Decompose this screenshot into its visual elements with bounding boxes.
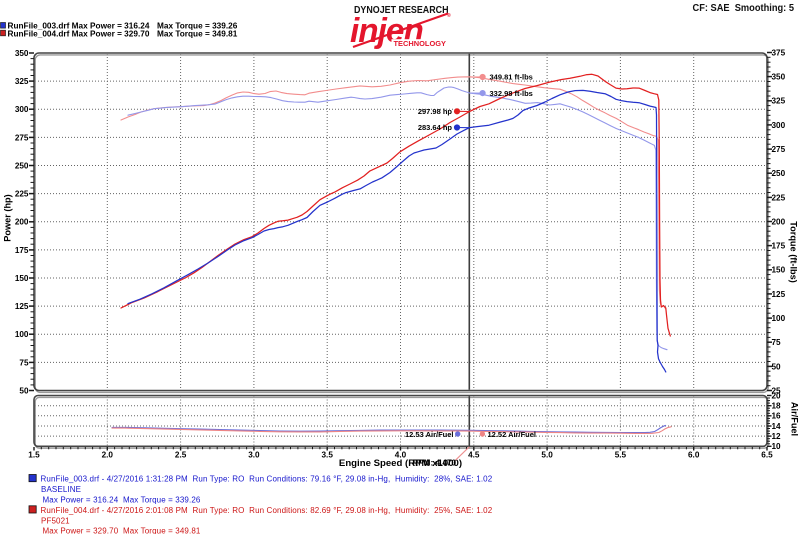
svg-text:Torque (ft-lbs): Torque (ft-lbs) [789, 221, 799, 283]
svg-text:16: 16 [772, 412, 782, 421]
svg-text:150: 150 [772, 266, 786, 275]
svg-text:175: 175 [15, 246, 29, 255]
svg-text:®: ® [447, 12, 451, 19]
svg-text:20: 20 [772, 391, 782, 400]
svg-text:3.0: 3.0 [248, 450, 260, 459]
svg-text:349.81 ft-lbs: 349.81 ft-lbs [490, 73, 533, 82]
svg-text:6.0: 6.0 [688, 450, 700, 459]
svg-text:200: 200 [772, 217, 786, 226]
svg-text:100: 100 [15, 330, 29, 339]
svg-text:300: 300 [15, 105, 29, 114]
svg-text:4.5: 4.5 [468, 450, 480, 459]
svg-text:RunFile_004.drf Max Power = 32: RunFile_004.drf Max Power = 329.70 [8, 29, 150, 38]
svg-text:375: 375 [772, 48, 786, 57]
svg-text:283.64 hp: 283.64 hp [418, 123, 453, 132]
svg-text:5.5: 5.5 [615, 450, 627, 459]
svg-text:18: 18 [772, 402, 782, 411]
svg-text:Max Power = 316.24 Max Torque: Max Power = 316.24 Max Torque = 339.26 [43, 496, 201, 505]
svg-text:297.98 hp: 297.98 hp [418, 107, 453, 116]
svg-text:75: 75 [19, 358, 29, 367]
svg-text:350: 350 [772, 73, 786, 82]
svg-text:125: 125 [15, 302, 29, 311]
svg-text:12.52 Air/Fuel: 12.52 Air/Fuel [488, 430, 537, 439]
svg-text:250: 250 [15, 161, 29, 170]
svg-text:4.0: 4.0 [395, 450, 407, 459]
svg-text:5.0: 5.0 [541, 450, 553, 459]
svg-text:225: 225 [15, 190, 29, 199]
svg-text:150: 150 [15, 274, 29, 283]
svg-text:DYNOJET RESEARCH: DYNOJET RESEARCH [354, 5, 449, 16]
svg-text:1.5: 1.5 [28, 450, 40, 459]
svg-text:10: 10 [772, 442, 782, 451]
svg-text:50: 50 [19, 386, 29, 395]
svg-text:125: 125 [772, 290, 786, 299]
svg-text:250: 250 [772, 169, 786, 178]
svg-text:275: 275 [15, 133, 29, 142]
svg-text:14: 14 [772, 422, 782, 431]
svg-text:Power (hp): Power (hp) [3, 194, 13, 241]
svg-text:Max Power = 329.70 Max Torque: Max Power = 329.70 Max Torque = 349.81 [43, 526, 201, 534]
svg-text:200: 200 [15, 218, 29, 227]
svg-text:RunFile_003.drf - 4/27/2016 1:: RunFile_003.drf - 4/27/2016 1:31:28 PM R… [41, 475, 493, 484]
svg-text:BASELINE: BASELINE [41, 485, 81, 494]
svg-text:325: 325 [772, 97, 786, 106]
svg-text:225: 225 [772, 193, 786, 202]
svg-text:350: 350 [15, 49, 29, 58]
svg-text:6.5: 6.5 [761, 450, 773, 459]
svg-text:300: 300 [772, 121, 786, 130]
svg-text:TECHNOLOGY: TECHNOLOGY [394, 41, 447, 48]
svg-text:75: 75 [772, 338, 782, 347]
svg-text:325: 325 [15, 77, 29, 86]
svg-text:12.53 Air/Fuel: 12.53 Air/Fuel [405, 430, 454, 439]
svg-text:RunFile_004.drf - 4/27/2016 2:: RunFile_004.drf - 4/27/2016 2:01:08 PM R… [41, 506, 493, 515]
svg-text:332.98 ft-lbs: 332.98 ft-lbs [490, 89, 533, 98]
svg-text:Engine Speed (RPM x1000): Engine Speed (RPM x1000) [339, 458, 462, 469]
svg-text:25: 25 [772, 386, 782, 395]
svg-text:3.5: 3.5 [322, 450, 334, 459]
svg-text:RPM: 4.470: RPM: 4.470 [412, 458, 456, 467]
svg-text:100: 100 [772, 314, 786, 323]
svg-text:2.5: 2.5 [175, 450, 187, 459]
svg-text:RunFile_003.drf Max Power = 31: RunFile_003.drf Max Power = 316.24 [8, 22, 150, 31]
svg-text:175: 175 [772, 242, 786, 251]
svg-text:PF5021: PF5021 [41, 516, 70, 525]
svg-text:Max Torque = 339.26: Max Torque = 339.26 [157, 22, 238, 31]
svg-text:Air/Fuel: Air/Fuel [790, 402, 800, 436]
svg-text:Max Torque = 349.81: Max Torque = 349.81 [157, 29, 238, 38]
svg-text:2.0: 2.0 [102, 450, 114, 459]
svg-text:275: 275 [772, 145, 786, 154]
svg-text:CF: SAE Smoothing: 5: CF: SAE Smoothing: 5 [693, 3, 795, 14]
svg-text:12: 12 [772, 432, 782, 441]
svg-text:50: 50 [772, 362, 782, 371]
